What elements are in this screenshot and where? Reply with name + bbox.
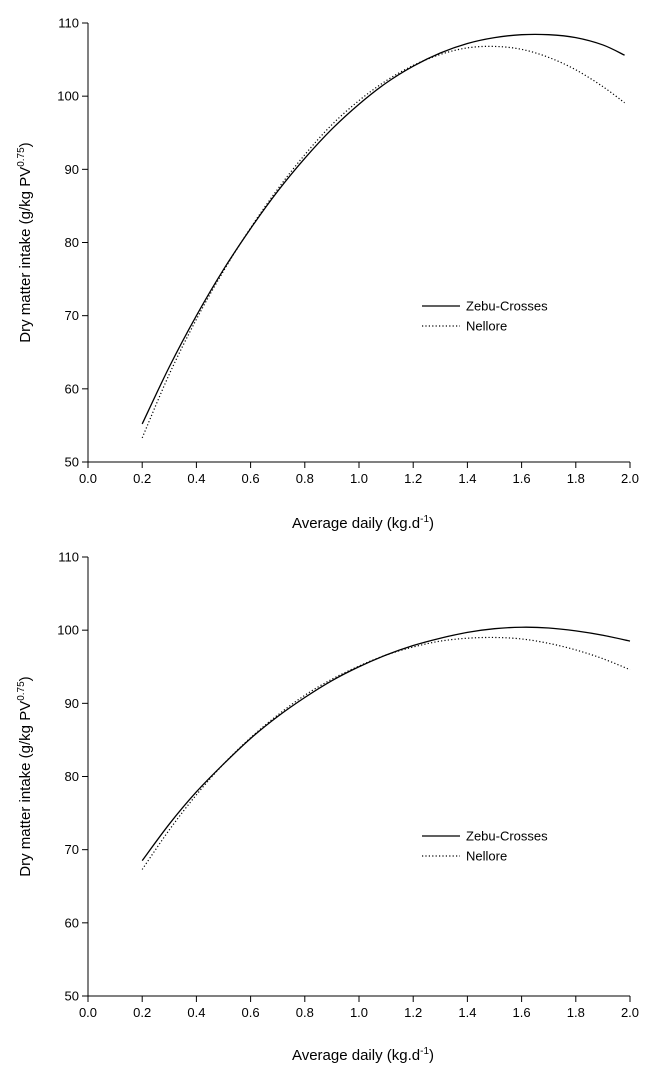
x-tick-label: 0.4 (187, 471, 205, 486)
x-axis-title: Average daily (kg.d-1) (292, 514, 434, 532)
y-tick-label: 60 (65, 381, 79, 396)
y-tick-label: 50 (65, 455, 79, 470)
legend-label: Zebu-Crosses (466, 829, 548, 844)
series-line-zebu-crosses (141, 33, 625, 425)
x-tick-label: 1.2 (404, 1005, 422, 1020)
x-axis-title: Average daily (kg.d-1) (292, 1046, 434, 1064)
x-tick-label: 1.4 (458, 471, 476, 486)
x-tick-label: 1.6 (513, 471, 531, 486)
x-tick-label: 2.0 (621, 471, 639, 486)
x-tick-label: 0.0 (79, 471, 97, 486)
y-axis-title: Dry matter intake (g/kg PV0.75) (16, 676, 34, 876)
y-tick-label: 100 (57, 89, 79, 104)
x-tick-label: 0.2 (133, 471, 151, 486)
x-tick-label: 0.8 (296, 471, 314, 486)
y-tick-label: 100 (57, 623, 79, 638)
y-tick-label: 50 (65, 989, 79, 1004)
legend-label: Zebu-Crosses (466, 299, 548, 314)
series-line-nellore (141, 636, 631, 870)
x-tick-label: 1.0 (350, 471, 368, 486)
y-tick-label: 90 (65, 696, 79, 711)
x-tick-label: 0.4 (187, 1005, 205, 1020)
chart-2: 50 60 70 80 90 100 110 0.0 0.2 0.4 0.6 0.8 1.0 1.2 1.4… (16, 550, 639, 1065)
legend: Zebu-Crosses Nellore (422, 829, 548, 864)
y-tick-label: 80 (65, 235, 79, 250)
y-tick-label: 60 (65, 915, 79, 930)
series-line-nellore (141, 45, 625, 439)
x-tick-label: 1.6 (513, 1005, 531, 1020)
x-tick-label: 1.2 (404, 471, 422, 486)
x-tick-label: 2.0 (621, 1005, 639, 1020)
y-axis-title: Dry matter intake (g/kg PV0.75) (16, 142, 34, 342)
x-tick-label: 1.8 (567, 471, 585, 486)
legend: Zebu-Crosses Nellore (422, 299, 548, 334)
y-tick-label: 70 (65, 842, 79, 857)
x-tick-label: 1.8 (567, 1005, 585, 1020)
x-tick-label: 1.0 (350, 1005, 368, 1020)
x-tick-label: 0.0 (79, 1005, 97, 1020)
x-tick-label: 0.6 (242, 1005, 260, 1020)
y-tick-label: 80 (65, 769, 79, 784)
x-tick-label: 0.2 (133, 1005, 151, 1020)
y-tick-label: 90 (65, 162, 79, 177)
x-tick-label: 1.4 (458, 1005, 476, 1020)
legend-label: Nellore (466, 319, 507, 334)
series-line-zebu-crosses (141, 626, 631, 862)
x-tick-label: 0.6 (242, 471, 260, 486)
y-tick-label: 110 (58, 16, 79, 31)
x-tick-label: 0.8 (296, 1005, 314, 1020)
legend-label: Nellore (466, 849, 507, 864)
chart-1: 50 60 70 80 90 100 110 0.0 0.2 0.4 0.6 0.8 1.0 1.2 1.4… (16, 16, 639, 533)
y-tick-label: 110 (58, 550, 79, 565)
y-tick-label: 70 (65, 308, 79, 323)
